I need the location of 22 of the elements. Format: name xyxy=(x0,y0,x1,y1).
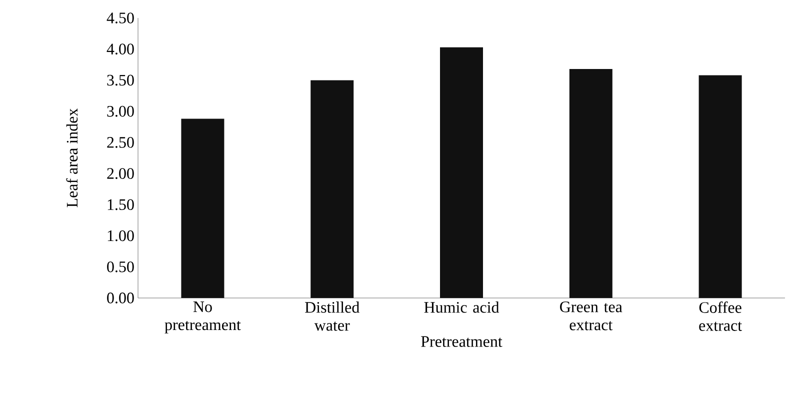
y-tick-label: 3.00 xyxy=(107,106,134,117)
y-tick-label: 1.00 xyxy=(108,230,134,242)
y-tick-label: 2.00 xyxy=(107,168,134,179)
bar xyxy=(698,75,742,298)
x-tick-label: No pretreament xyxy=(164,302,241,334)
x-tick-label: Coffee extract xyxy=(699,302,742,331)
bar xyxy=(181,118,224,298)
y-tick-label: 0.00 xyxy=(107,292,134,304)
y-tick-label: 1.50 xyxy=(108,199,134,210)
y-axis-title: Leaf area index xyxy=(66,108,78,208)
x-axis-title: Pretreatment xyxy=(421,336,502,347)
y-tick-label: 0.50 xyxy=(107,261,134,272)
x-tick-label: Distilled water xyxy=(305,302,360,331)
y-tick-label: 2.50 xyxy=(107,137,134,148)
bar xyxy=(440,47,484,298)
bar xyxy=(310,80,354,298)
x-tick-label: Humic acid xyxy=(424,302,500,313)
y-tick-label: 4.50 xyxy=(106,12,134,24)
x-tick-label: Green tea extract xyxy=(560,302,622,330)
y-tick-label: 4.00 xyxy=(106,44,134,55)
y-tick-label: 3.50 xyxy=(107,74,134,86)
bar xyxy=(569,69,612,298)
